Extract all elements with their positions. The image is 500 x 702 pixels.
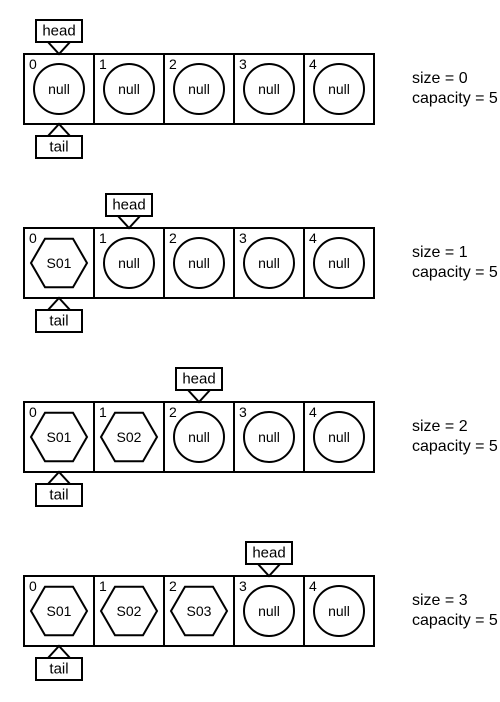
cell-value: S01: [47, 429, 72, 445]
size-label: size = 2: [412, 418, 468, 435]
cell-index: 3: [239, 230, 247, 246]
cell-index: 4: [309, 56, 317, 72]
tail-label: tail: [49, 661, 68, 678]
size-label: size = 3: [412, 592, 468, 609]
cell-index: 0: [29, 230, 37, 246]
array-row: 0 S01 1 S02 2 null 3 null 4 null head tail size = 2 c…: [24, 368, 498, 506]
cell-index: 1: [99, 404, 107, 420]
array-row: 0 S01 1 null 2 null 3 null 4 null head tail size = 1…: [24, 194, 498, 332]
cell-value: null: [188, 255, 210, 271]
cell-value: S03: [187, 603, 212, 619]
cell-index: 3: [239, 578, 247, 594]
cell-value: null: [328, 255, 350, 271]
cell-index: 3: [239, 404, 247, 420]
tail-arrow-icon: [48, 646, 70, 658]
tail-label: tail: [49, 139, 68, 156]
cell-value: null: [258, 429, 280, 445]
cell-value: S02: [117, 429, 142, 445]
capacity-label: capacity = 5: [412, 264, 498, 281]
cell-value: null: [258, 603, 280, 619]
cell-index: 2: [169, 404, 177, 420]
tail-arrow-icon: [48, 472, 70, 484]
cell-index: 0: [29, 578, 37, 594]
head-label: head: [182, 371, 215, 388]
cell-value: null: [188, 429, 210, 445]
cell-value: S01: [47, 603, 72, 619]
cell-value: null: [328, 603, 350, 619]
capacity-label: capacity = 5: [412, 438, 498, 455]
cell-value: null: [188, 81, 210, 97]
cell-value: null: [258, 81, 280, 97]
head-arrow-icon: [118, 216, 140, 228]
tail-label: tail: [49, 313, 68, 330]
array-row: 0 S01 1 S02 2 S03 3 null 4 null head tail size = 3 ca…: [24, 542, 498, 680]
cell-index: 0: [29, 404, 37, 420]
cell-value: null: [258, 255, 280, 271]
head-label: head: [112, 197, 145, 214]
head-label: head: [42, 23, 75, 40]
size-label: size = 1: [412, 244, 468, 261]
array-row: 0 null 1 null 2 null 3 null 4 null head tail size = …: [24, 20, 498, 158]
tail-label: tail: [49, 487, 68, 504]
cell-index: 1: [99, 578, 107, 594]
head-arrow-icon: [48, 42, 70, 54]
head-label: head: [252, 545, 285, 562]
tail-arrow-icon: [48, 124, 70, 136]
cell-value: null: [328, 81, 350, 97]
tail-arrow-icon: [48, 298, 70, 310]
cell-value: null: [118, 255, 140, 271]
capacity-label: capacity = 5: [412, 612, 498, 629]
head-arrow-icon: [258, 564, 280, 576]
cell-value: S02: [117, 603, 142, 619]
cell-value: null: [328, 429, 350, 445]
head-arrow-icon: [188, 390, 210, 402]
array-diagram: 0 null 1 null 2 null 3 null 4 null head tail size = …: [0, 0, 500, 702]
cell-value: null: [118, 81, 140, 97]
cell-index: 1: [99, 230, 107, 246]
cell-index: 3: [239, 56, 247, 72]
cell-index: 4: [309, 230, 317, 246]
cell-index: 4: [309, 578, 317, 594]
cell-index: 2: [169, 578, 177, 594]
size-label: size = 0: [412, 70, 468, 87]
cell-index: 0: [29, 56, 37, 72]
cell-value: null: [48, 81, 70, 97]
capacity-label: capacity = 5: [412, 90, 498, 107]
cell-value: S01: [47, 255, 72, 271]
cell-index: 2: [169, 56, 177, 72]
cell-index: 1: [99, 56, 107, 72]
cell-index: 2: [169, 230, 177, 246]
cell-index: 4: [309, 404, 317, 420]
